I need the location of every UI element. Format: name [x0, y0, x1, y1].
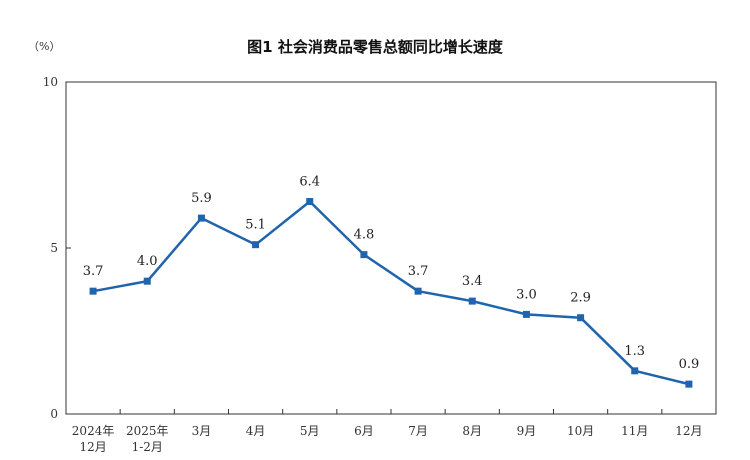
data-label: 3.4 [462, 274, 483, 289]
x-tick-label: 6月 [354, 424, 374, 438]
y-tick-label: 10 [43, 75, 58, 89]
data-label: 5.1 [245, 218, 266, 233]
data-label: 3.0 [516, 287, 537, 302]
x-tick-label: 7月 [408, 424, 428, 438]
data-point [143, 277, 151, 285]
data-point [414, 287, 422, 295]
x-tick-label: 3月 [192, 424, 212, 438]
x-tick-label: 2024年 12月 [72, 424, 115, 454]
y-tick-label: 5 [50, 241, 58, 255]
x-tick-label: 4月 [246, 424, 266, 438]
data-point [468, 297, 476, 305]
data-point [631, 367, 639, 375]
x-tick-label: 2025年 1-2月 [126, 424, 169, 454]
data-label: 1.3 [624, 344, 645, 359]
data-point [306, 198, 314, 206]
x-tick-label: 5月 [300, 424, 320, 438]
x-axis: 2024年 12月 2025年 1-2月 3月 4月 5月 6月 7月 8月 9月 10月 11月 12月 [72, 409, 703, 454]
x-tick-label: 9月 [517, 424, 537, 438]
data-points [89, 198, 693, 388]
data-point [197, 214, 205, 222]
data-label: 4.8 [354, 228, 375, 243]
data-label: 0.9 [679, 357, 700, 372]
chart-title: 图1 社会消费品零售总额同比增长速度 [247, 38, 504, 56]
data-point [685, 380, 693, 388]
x-tick-label: 8月 [462, 424, 482, 438]
data-label: 5.9 [191, 191, 212, 206]
data-label: 6.4 [299, 175, 320, 190]
data-point [89, 287, 97, 295]
data-label: 3.7 [83, 264, 104, 279]
y-tick-label: 0 [50, 407, 58, 421]
x-tick-label: 11月 [621, 424, 648, 438]
data-point [577, 314, 585, 322]
data-label: 4.0 [137, 254, 158, 269]
data-point [360, 251, 368, 259]
y-axis-unit: （%） [28, 40, 60, 53]
data-point [252, 241, 260, 249]
data-label: 3.7 [408, 264, 429, 279]
y-axis: 0 5 10 [43, 75, 71, 421]
series-line [92, 200, 690, 386]
x-tick-label: 10月 [567, 424, 594, 438]
data-labels: 3.7 4.0 5.9 5.1 6.4 4.8 3.7 3.4 3.0 2.9 1.3 0.9 [83, 175, 700, 373]
plot-area [65, 81, 717, 415]
data-point [522, 310, 530, 318]
data-label: 2.9 [570, 291, 591, 306]
x-tick-label: 12月 [675, 424, 702, 438]
